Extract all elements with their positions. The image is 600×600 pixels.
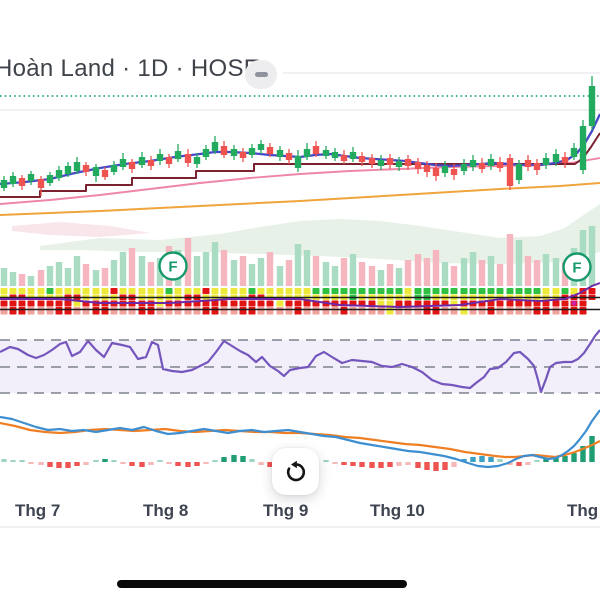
rotate-ccw-icon — [286, 460, 305, 481]
signal-strip — [0, 282, 600, 315]
collapse-button[interactable] — [245, 60, 277, 89]
axis-label: Thg 10 — [370, 501, 425, 520]
price-pane — [0, 76, 600, 264]
minus-icon — [254, 72, 268, 77]
f-badge[interactable]: F — [158, 251, 188, 281]
time-axis[interactable]: Thg 7 Thg 8 Thg 9 Thg 10 Thg — [0, 501, 600, 527]
symbol-title: Hoàn Land · 1D · HOSE — [0, 55, 261, 82]
svg-text:F: F — [168, 259, 177, 276]
home-indicator[interactable] — [117, 580, 407, 588]
rsi-pane — [0, 329, 600, 394]
svg-text:F: F — [572, 260, 581, 277]
refresh-button[interactable] — [272, 448, 319, 495]
axis-label: Thg 8 — [143, 501, 189, 520]
axis-label: Thg 9 — [263, 501, 309, 520]
f-badge[interactable]: F — [562, 252, 592, 282]
axis-label: Thg — [567, 501, 599, 520]
separators — [0, 72, 600, 528]
axis-label: Thg 7 — [15, 501, 61, 520]
